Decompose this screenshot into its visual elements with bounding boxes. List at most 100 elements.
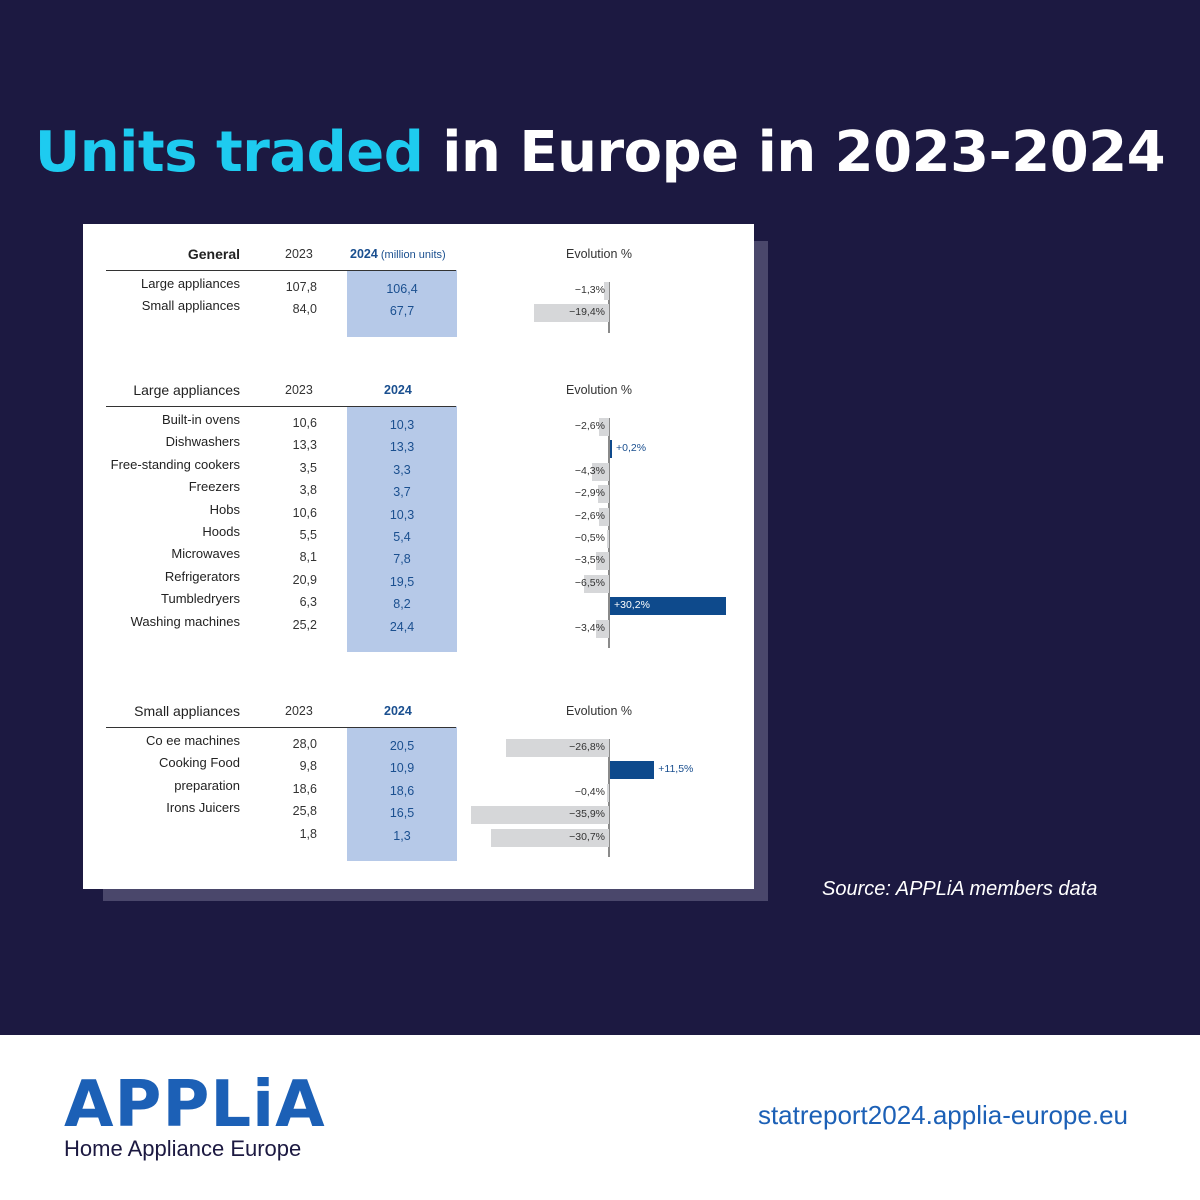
evolution-bar <box>598 418 609 436</box>
value-2024: 19,5 <box>389 574 415 589</box>
logo-tagline: Home Appliance Europe <box>64 1136 302 1161</box>
row-label: Dishwashers <box>165 434 240 450</box>
value-2023: 1,8 <box>299 826 317 841</box>
evolution-header: Evolution % <box>566 247 633 261</box>
value-2023: 3,8 <box>299 483 317 498</box>
evolution-label: −0,4% <box>574 785 605 798</box>
evolution-label: −1,3% <box>574 284 605 296</box>
col-header-2024: 2024 <box>384 704 412 718</box>
evolution-label: +30,2% <box>614 599 650 612</box>
evolution-header: Evolution % <box>566 704 633 718</box>
title-highlight: Units traded <box>34 120 424 185</box>
evolution-bar <box>597 485 609 504</box>
row-label: Refrigerators <box>164 568 240 584</box>
row-label: Large appliances <box>140 276 240 291</box>
header-rule <box>106 270 456 271</box>
row-label: Small appliances <box>141 298 240 314</box>
value-2024: 10,3 <box>389 418 415 432</box>
evolution-header: Evolution % <box>566 383 633 397</box>
highlight-column <box>347 406 457 652</box>
value-2023: 10,6 <box>292 505 317 520</box>
value-2024: 3,7 <box>393 485 411 500</box>
value-2023: 84,0 <box>292 302 317 317</box>
value-2023: 28,0 <box>292 737 317 751</box>
value-2023: 6,3 <box>299 595 317 610</box>
row-label: Co ee machines <box>146 733 240 748</box>
value-2023: 8,1 <box>299 550 317 565</box>
row-label: Irons Juicers <box>166 800 240 816</box>
evolution-label: −26,8% <box>569 741 605 753</box>
evolution-bar <box>595 619 609 638</box>
col-header-2024-year: 2024 <box>384 704 412 718</box>
value-2024: 10,3 <box>389 507 415 522</box>
evolution-label: −4,3% <box>574 464 605 477</box>
row-label: Freezers <box>188 479 240 495</box>
col-header-2024: 2024 (million units) <box>350 247 446 261</box>
col-header-2023: 2023 <box>285 704 313 718</box>
header-rule <box>106 406 456 407</box>
evolution-label: −19,4% <box>569 306 605 319</box>
value-2024: 24,4 <box>389 619 415 634</box>
page-title: Units traded in Europe in 2023-2024 <box>0 120 1200 185</box>
evolution-bar <box>505 739 609 757</box>
row-label: Hoods <box>202 524 240 539</box>
applia-logo: APPLiA <box>64 1068 326 1142</box>
value-2024: 10,9 <box>389 761 415 776</box>
evolution-label: +0,2% <box>616 442 647 455</box>
evolution-bar <box>595 552 609 571</box>
evolution-bar <box>610 440 612 459</box>
section-title: General <box>187 246 240 262</box>
value-2024: 67,7 <box>389 304 415 319</box>
report-link[interactable]: statreport2024.applia-europe.eu <box>757 1100 1128 1130</box>
evolution-bar <box>610 597 727 616</box>
value-2023: 25,2 <box>292 617 317 632</box>
row-label: preparation <box>174 777 240 793</box>
evolution-bar <box>610 761 655 780</box>
evolution-bar <box>598 507 609 526</box>
evolution-axis <box>608 418 610 648</box>
row-label: Free-standing cookers <box>110 456 240 472</box>
evolution-bar <box>470 806 609 825</box>
row-label: Cooking Food <box>159 755 240 771</box>
evolution-bar <box>607 783 609 802</box>
row-label: Built-in ovens <box>161 412 240 427</box>
row-label: Tumbledryers <box>161 591 240 607</box>
evolution-label: −2,6% <box>574 420 605 432</box>
col-header-unit: (million units) <box>377 249 446 261</box>
value-2023: 3,5 <box>299 460 317 475</box>
evolution-bar <box>603 282 609 300</box>
evolution-axis <box>608 739 610 857</box>
evolution-label: +11,5% <box>658 763 694 776</box>
row-label: Microwaves <box>171 546 240 562</box>
col-header-2023: 2023 <box>285 247 313 261</box>
value-2023: 18,6 <box>292 781 317 796</box>
row-label: Washing machines <box>130 613 240 629</box>
value-2024: 7,8 <box>393 552 411 567</box>
col-header-2024-year: 2024 <box>350 247 378 261</box>
value-2024: 5,4 <box>393 530 411 544</box>
value-2023: 20,9 <box>292 572 317 587</box>
value-2024: 18,6 <box>389 783 415 798</box>
value-2023: 107,8 <box>285 280 317 294</box>
footer-bar <box>0 1035 1200 1200</box>
highlight-column <box>347 727 457 861</box>
evolution-bar <box>592 462 609 481</box>
value-2023: 5,5 <box>299 528 317 542</box>
col-header-2023: 2023 <box>285 383 313 397</box>
evolution-axis <box>608 282 610 333</box>
value-2024: 13,3 <box>389 440 415 455</box>
value-2024: 16,5 <box>389 806 415 821</box>
value-2024: 20,5 <box>389 739 415 753</box>
value-2024: 1,3 <box>393 828 411 843</box>
evolution-label: −2,6% <box>574 509 605 522</box>
header-rule <box>106 727 456 728</box>
value-2023: 13,3 <box>292 438 317 453</box>
evolution-bar <box>583 574 609 593</box>
value-2024: 3,3 <box>393 462 411 477</box>
evolution-label: −3,5% <box>574 554 605 567</box>
source-note: Source: APPLiA members data <box>822 878 1098 900</box>
section-title: Large appliances <box>133 382 240 398</box>
evolution-label: −6,5% <box>574 576 605 589</box>
highlight-column <box>347 270 457 337</box>
evolution-label: −3,4% <box>574 621 605 634</box>
